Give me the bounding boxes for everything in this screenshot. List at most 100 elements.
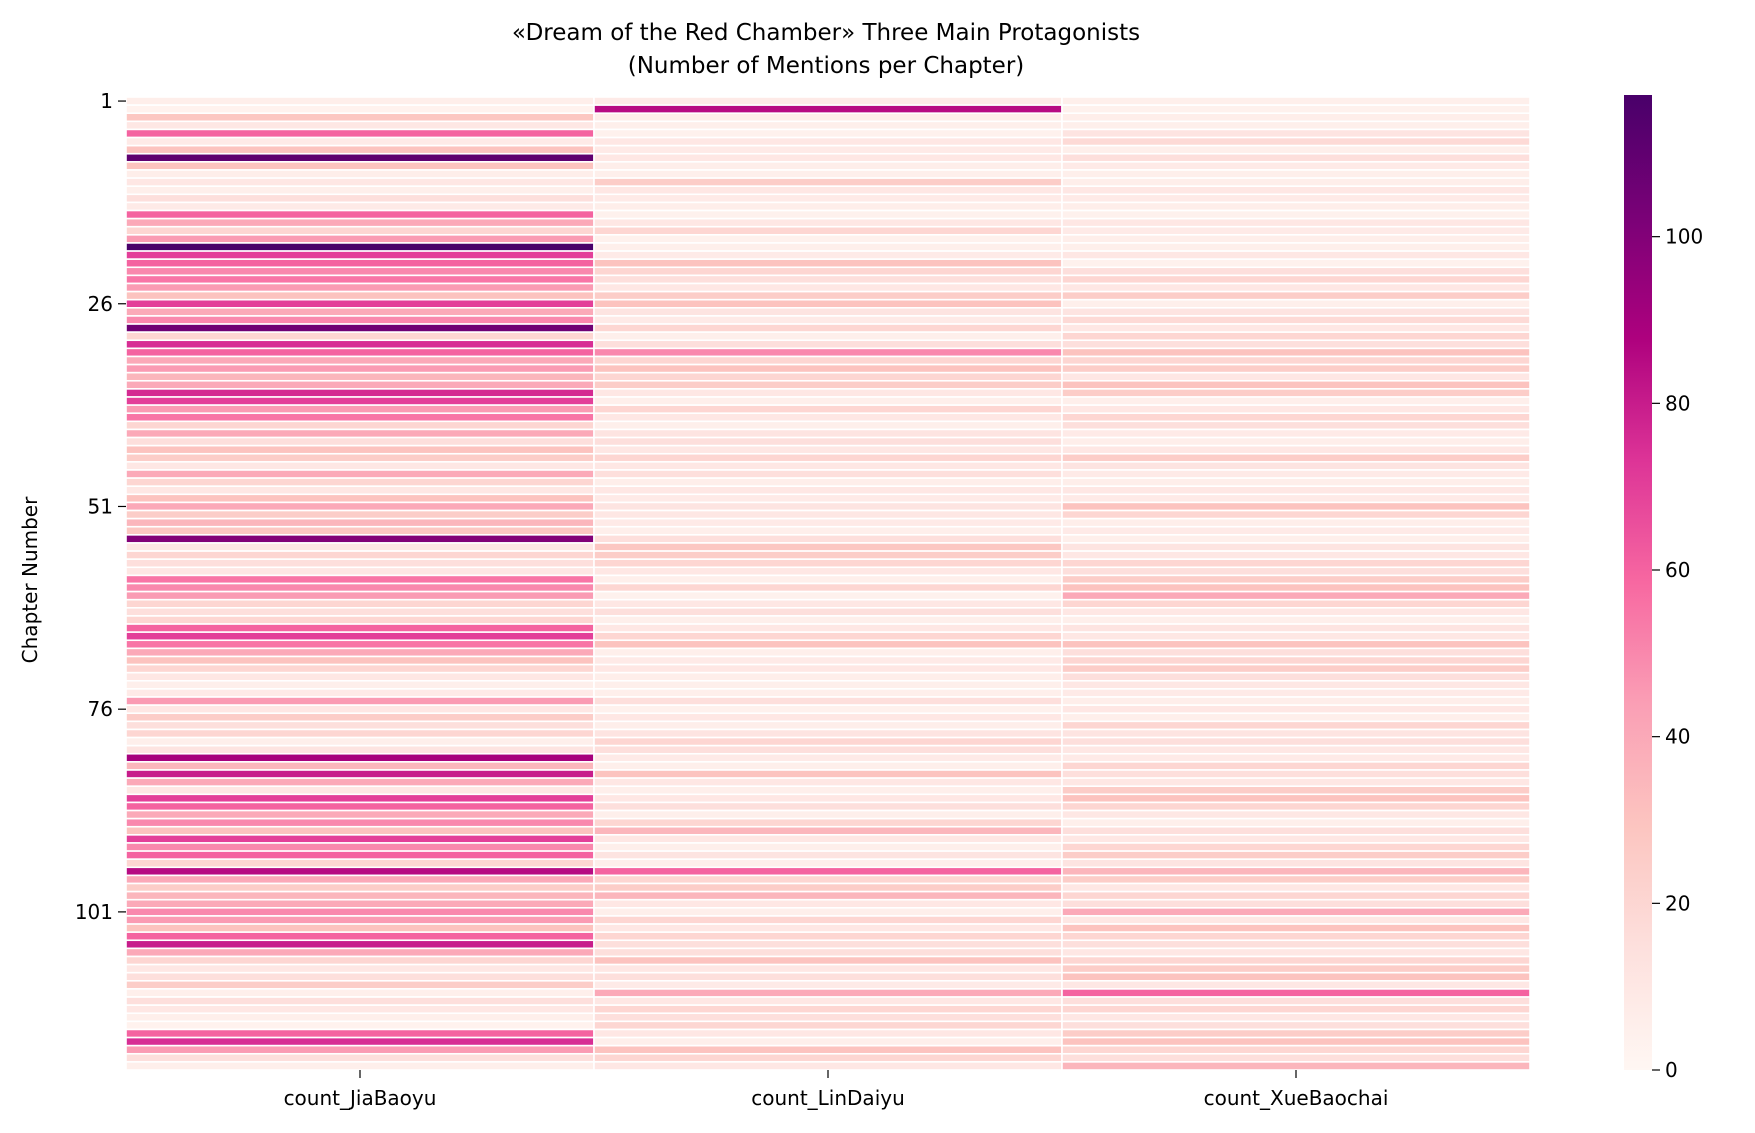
heatmap-cell (125, 355, 595, 366)
heatmap-cell (1061, 485, 1531, 496)
y-tick-label: 26 (88, 292, 113, 316)
heatmap-cell (593, 420, 1063, 431)
heatmap-cell (125, 517, 595, 528)
y-tick-label: 76 (88, 697, 113, 721)
heatmap-cell (1061, 963, 1531, 974)
heatmap-cell (593, 315, 1063, 325)
heatmap-cell (593, 752, 1063, 763)
heatmap-cell (593, 485, 1063, 496)
heatmap-cell (593, 266, 1063, 277)
heatmap-cell (593, 307, 1063, 317)
heatmap-cell (125, 850, 595, 860)
heatmap-cell (593, 671, 1063, 682)
heatmap-cell (125, 444, 595, 455)
heatmap-cell (125, 720, 595, 731)
colorbar-tick-label: 20 (1665, 891, 1690, 915)
heatmap-cell (1061, 501, 1531, 512)
heatmap-cell (1061, 169, 1531, 179)
heatmap-cell (593, 388, 1063, 398)
colorbar-tick-label: 0 (1665, 1058, 1678, 1082)
heatmap-cell (593, 1004, 1063, 1015)
heatmap-cell (593, 225, 1063, 236)
heatmap-cell (593, 1012, 1063, 1023)
heatmap-cell (1061, 225, 1531, 236)
heatmap-cell (593, 607, 1063, 617)
heatmap-cell (125, 501, 595, 512)
heatmap-cell (125, 282, 595, 293)
heatmap-cell (1061, 444, 1531, 455)
heatmap-cell (1061, 712, 1531, 723)
heatmap-cell (593, 298, 1063, 309)
heatmap-cell (593, 890, 1063, 901)
heatmap-cell (593, 615, 1063, 625)
heatmap-cell (125, 1036, 595, 1047)
heatmap-cell (593, 201, 1063, 212)
heatmap-cell (1061, 323, 1531, 333)
heatmap-cell (1061, 809, 1531, 820)
heatmap-cell (125, 96, 595, 106)
heatmap-cell (1061, 704, 1531, 715)
heatmap-cell (1061, 379, 1531, 390)
heatmap-cell (593, 947, 1063, 958)
y-tick-label: 1 (100, 89, 113, 113)
heatmap-cell (125, 388, 595, 398)
heatmap-cell (1061, 112, 1531, 123)
heatmap-cell (1061, 1052, 1531, 1063)
heatmap-cell (1061, 193, 1531, 204)
heatmap-cell (1061, 696, 1531, 706)
heatmap-cell (1061, 315, 1531, 325)
heatmap-cell (1061, 615, 1531, 625)
heatmap-cell (593, 452, 1063, 463)
heatmap-cell (1061, 769, 1531, 779)
heatmap-cell (593, 493, 1063, 504)
heatmap-cell (1061, 574, 1531, 585)
heatmap-cell (125, 963, 595, 974)
heatmap-cell (125, 250, 595, 260)
heatmap-cell (593, 331, 1063, 342)
heatmap-cell (125, 923, 595, 933)
heatmap-cell (1061, 882, 1531, 893)
heatmap-cell (1061, 428, 1531, 439)
heatmap-cell (593, 736, 1063, 747)
heatmap-cell (1061, 363, 1531, 374)
heatmap-cell (593, 152, 1063, 163)
heatmap-cell (593, 574, 1063, 585)
heatmap-cell (125, 161, 595, 171)
heatmap-cell (593, 793, 1063, 804)
heatmap-cell (593, 647, 1063, 658)
heatmap-cell (125, 988, 595, 998)
heatmap-cell (125, 1012, 595, 1023)
heatmap-cell (1061, 777, 1531, 788)
heatmap-cell (1061, 307, 1531, 317)
heatmap-cell (125, 631, 595, 642)
heatmap-cell (593, 931, 1063, 942)
heatmap-cell (593, 501, 1063, 512)
x-tick-label: count_LinDaiyu (751, 1086, 905, 1110)
colorbar-tick-label: 40 (1665, 725, 1690, 749)
heatmap-cell (1061, 907, 1531, 917)
heatmap-cell (1061, 655, 1531, 666)
heatmap-cell (125, 477, 595, 488)
heatmap-cell (1061, 842, 1531, 852)
heatmap-cell (125, 404, 595, 415)
heatmap-cell (1061, 736, 1531, 747)
heatmap-cell (1061, 542, 1531, 552)
heatmap-cell (1061, 201, 1531, 212)
y-tick-label: 51 (88, 494, 113, 518)
heatmap-cell (1061, 209, 1531, 220)
heatmap-cell (125, 574, 595, 585)
heatmap-cell (125, 955, 595, 966)
heatmap-cell (125, 890, 595, 901)
heatmap-cell (593, 258, 1063, 269)
heatmap-cell (1061, 890, 1531, 901)
heatmap-cell (593, 777, 1063, 788)
heatmap-cell (1061, 217, 1531, 228)
heatmap-cell (125, 509, 595, 520)
heatmap-cell (1061, 785, 1531, 796)
heatmap-cell (125, 971, 595, 982)
heatmap-cell (125, 266, 595, 277)
heatmap-cell (125, 201, 595, 212)
heatmap-cell (1061, 396, 1531, 406)
x-tick-label: count_XueBaochai (1204, 1086, 1389, 1110)
heatmap-cell (1061, 1044, 1531, 1055)
